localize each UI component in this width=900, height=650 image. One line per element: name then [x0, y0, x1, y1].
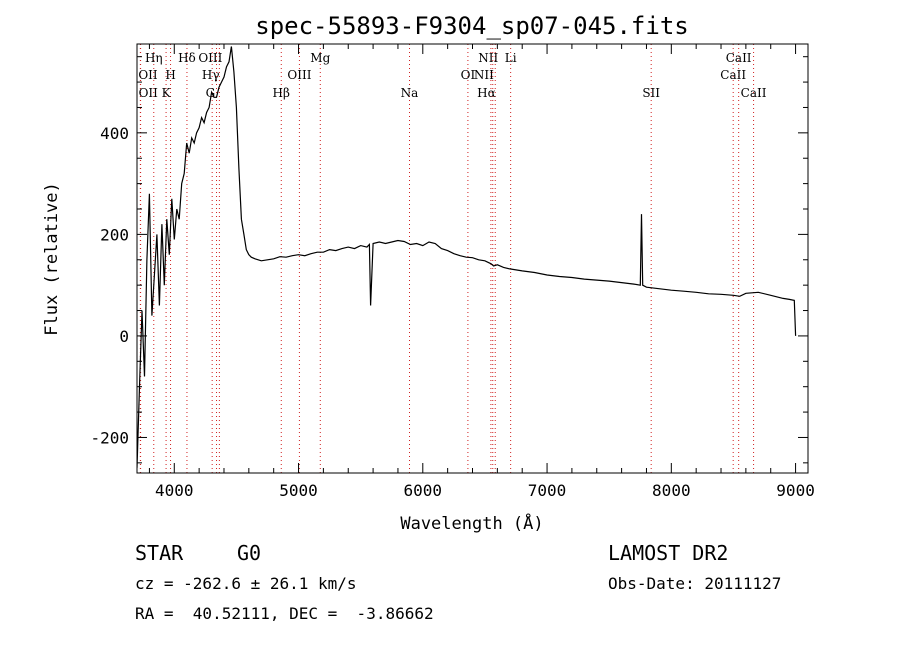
marker-label-12: Na [401, 86, 419, 100]
y-tick-label-0: -200 [90, 428, 129, 447]
survey-name: LAMOST DR2 [608, 541, 729, 565]
marker-label-19: CaII [726, 51, 752, 65]
x-tick-label-3: 7000 [528, 481, 567, 500]
object-class: STAR [135, 541, 184, 565]
marker-label-2: H [165, 68, 175, 82]
marker-label-14: Li [505, 51, 517, 65]
marker-label-5: Hδ [178, 51, 196, 65]
marker-label-10: OIII [287, 68, 311, 82]
marker-label-8: G [206, 86, 216, 100]
object-subclass: G0 [237, 541, 262, 565]
x-axis-label: Wavelength (Å) [400, 512, 543, 534]
marker-label-13: NII [478, 51, 498, 65]
obs-date: Obs-Date: 20111127 [608, 574, 782, 593]
y-tick-label-3: 400 [100, 124, 129, 143]
plot-area [137, 46, 797, 468]
y-tick-label-1: 0 [119, 327, 129, 346]
chart-title: spec-55893-F9304_sp07-045.fits [255, 12, 688, 40]
marker-label-17: Hα [477, 86, 496, 100]
marker-label-11: Hβ [273, 86, 290, 100]
marker-label-18: SII [642, 86, 660, 100]
spectrum-series-0 [137, 46, 797, 468]
x-tick-label-1: 5000 [279, 481, 318, 500]
y-axis-label: Flux (relative) [42, 182, 62, 336]
redshift-value: cz = -262.6 ± 26.1 km/s [135, 574, 357, 593]
x-tick-label-0: 4000 [155, 481, 194, 500]
marker-label-9: Mg [310, 51, 330, 65]
marker-label-16: NII [474, 68, 494, 82]
marker-label-6: OIII [198, 51, 222, 65]
marker-label-0: Hη [145, 51, 163, 65]
marker-label-15: OI [461, 68, 476, 82]
coordinates: RA = 40.52111, DEC = -3.86662 [135, 604, 434, 623]
axes: 4000 5000 6000 7000 8000 9000 -200 0 200 400 [90, 43, 815, 500]
plot-frame [136, 43, 809, 474]
marker-label-7: Hγ [202, 68, 220, 82]
x-tick-label-2: 6000 [404, 481, 443, 500]
marker-label-3: OII [139, 86, 159, 100]
marker-label-4: K [162, 86, 172, 100]
marker-label-1: OII [138, 68, 158, 82]
marker-label-21: CaII [741, 86, 767, 100]
spectral-line-markers [139, 44, 755, 473]
x-tick-label-4: 8000 [652, 481, 691, 500]
y-tick-label-2: 200 [100, 225, 129, 244]
marker-label-20: CaII [720, 68, 746, 82]
x-tick-label-5: 9000 [776, 481, 815, 500]
